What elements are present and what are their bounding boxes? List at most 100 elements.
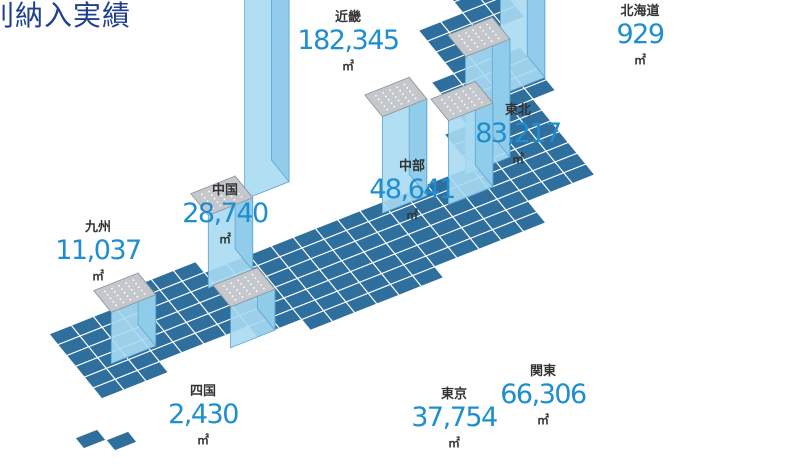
pillar-top-dot <box>446 105 449 108</box>
pillar-top-dot <box>478 98 480 100</box>
pillar-top-dot <box>470 100 473 103</box>
pillar-top-dot <box>386 108 389 111</box>
pillar-top-dot <box>130 289 133 291</box>
region-label: 近畿 182,345 ㎡ <box>278 11 418 72</box>
region-name: 東京 <box>440 387 467 402</box>
region-name: 中国 <box>211 183 238 198</box>
pillar-top-dot <box>201 193 203 196</box>
pillar-top-dot <box>477 36 480 38</box>
pillar-top-dot <box>126 295 129 297</box>
pillar-top-dot <box>465 32 467 34</box>
pillar-top-dot <box>138 286 140 288</box>
pillar-top-dot <box>466 107 469 109</box>
pillar-top-dot <box>223 198 226 201</box>
pillar-top-dot <box>399 89 401 92</box>
pillar-top-dot <box>383 105 386 107</box>
pillar-top-dot <box>226 201 229 204</box>
pillar-top-dot <box>497 37 500 40</box>
pillar-top-dot <box>254 277 257 279</box>
map-tile <box>105 430 138 452</box>
pillar-top-dot <box>407 100 410 102</box>
pillar-top-dot <box>392 92 394 95</box>
pillar-top-dot <box>227 192 230 194</box>
pillar-top-dot <box>213 197 216 200</box>
pillar-top-dot <box>472 29 475 31</box>
pillar-top-dot <box>385 95 387 98</box>
region-label: 四国 2,430 ㎡ <box>133 385 273 446</box>
pillar-top-dot <box>397 99 400 102</box>
pillar-top-dot <box>473 42 476 45</box>
map-tile <box>136 360 170 382</box>
region-pillars <box>93 0 546 365</box>
map-tile <box>513 211 547 233</box>
pillar-top-dot <box>229 182 232 185</box>
pillar-top-dot <box>406 87 409 89</box>
pillar-top-dot <box>452 112 455 115</box>
pillar-top-dot <box>255 290 258 293</box>
region-label: 北海道 929 ㎡ <box>570 5 710 66</box>
region-name: 北海道 <box>620 4 660 19</box>
pillar-top-dot <box>469 87 472 90</box>
pillar-top-dot <box>393 105 396 108</box>
pillar-top-dot <box>210 194 213 197</box>
pillar-top-dot <box>233 198 236 201</box>
pillar-top-dot <box>455 93 458 96</box>
region-label: 九州 11,037 ㎡ <box>28 221 168 282</box>
pillar-top-dot <box>121 288 123 291</box>
pillar-top-dot <box>458 96 460 99</box>
pillar-top-dot <box>241 296 244 298</box>
region-label: 関東 66,306 ㎡ <box>473 365 613 426</box>
pillar-top-dot <box>487 36 490 39</box>
region-value: 83,217 <box>475 118 562 149</box>
pillar-top-dot <box>492 30 494 33</box>
pillar-top-dot <box>476 45 479 48</box>
pillar-top-dot <box>460 38 463 41</box>
pillar-top-dot <box>448 96 450 98</box>
region-label: 東京 37,754 ㎡ <box>384 388 524 449</box>
pillar-top-dot <box>118 284 120 287</box>
pillar-top-dot <box>215 187 218 190</box>
pillar-top-dot <box>480 101 483 104</box>
region-value: 66,306 <box>500 379 587 410</box>
region-value: 37,754 <box>411 402 498 433</box>
pillar-top-dot <box>453 103 456 105</box>
pillar-top-dot <box>458 34 460 37</box>
pillar-top-dot <box>469 48 472 51</box>
pillar-top-dot <box>240 282 243 285</box>
pillar-top-dot <box>113 291 116 293</box>
pillar-top-dot <box>129 298 132 301</box>
pillar-top-dot <box>480 39 483 42</box>
pillar-top-dot <box>257 280 260 283</box>
pillar-top-dot <box>465 93 467 96</box>
pillar-top-dot <box>112 300 115 303</box>
region-label: 中部 48,641 ㎡ <box>342 160 482 221</box>
pillar-top-dot <box>463 41 466 44</box>
pillar-top-dot <box>463 103 466 106</box>
pillar-top-dot <box>244 276 247 279</box>
pillar-top-dot <box>237 192 240 195</box>
pillar-top-dot <box>253 287 255 289</box>
pillar-top-dot <box>262 287 265 290</box>
region-unit: ㎡ <box>196 433 209 447</box>
pillar-top-dot <box>116 294 119 297</box>
pillar-top-dot <box>479 26 482 29</box>
pillar-top-dot <box>260 284 262 286</box>
region-unit: ㎡ <box>633 53 646 67</box>
region-name: 四国 <box>189 384 216 399</box>
pillar-top-dot <box>236 289 238 291</box>
pillar-top-dot <box>230 195 233 198</box>
region-value: 182,345 <box>297 25 400 56</box>
region-label: 東北 83,217 ㎡ <box>448 104 588 165</box>
pillar-top-dot <box>403 83 406 86</box>
pillar-top-dot <box>235 189 237 192</box>
region-unit: ㎡ <box>447 436 460 450</box>
pillar-top-dot <box>208 190 210 193</box>
pillar-top-dot <box>409 90 411 93</box>
pillar-top-dot <box>220 194 223 197</box>
region-value: 28,740 <box>182 198 269 229</box>
pillar-top-dot <box>243 286 245 289</box>
pillar-top-dot <box>230 282 233 284</box>
pillar-top-dot <box>380 101 383 104</box>
pillar-top-dot <box>414 97 417 100</box>
